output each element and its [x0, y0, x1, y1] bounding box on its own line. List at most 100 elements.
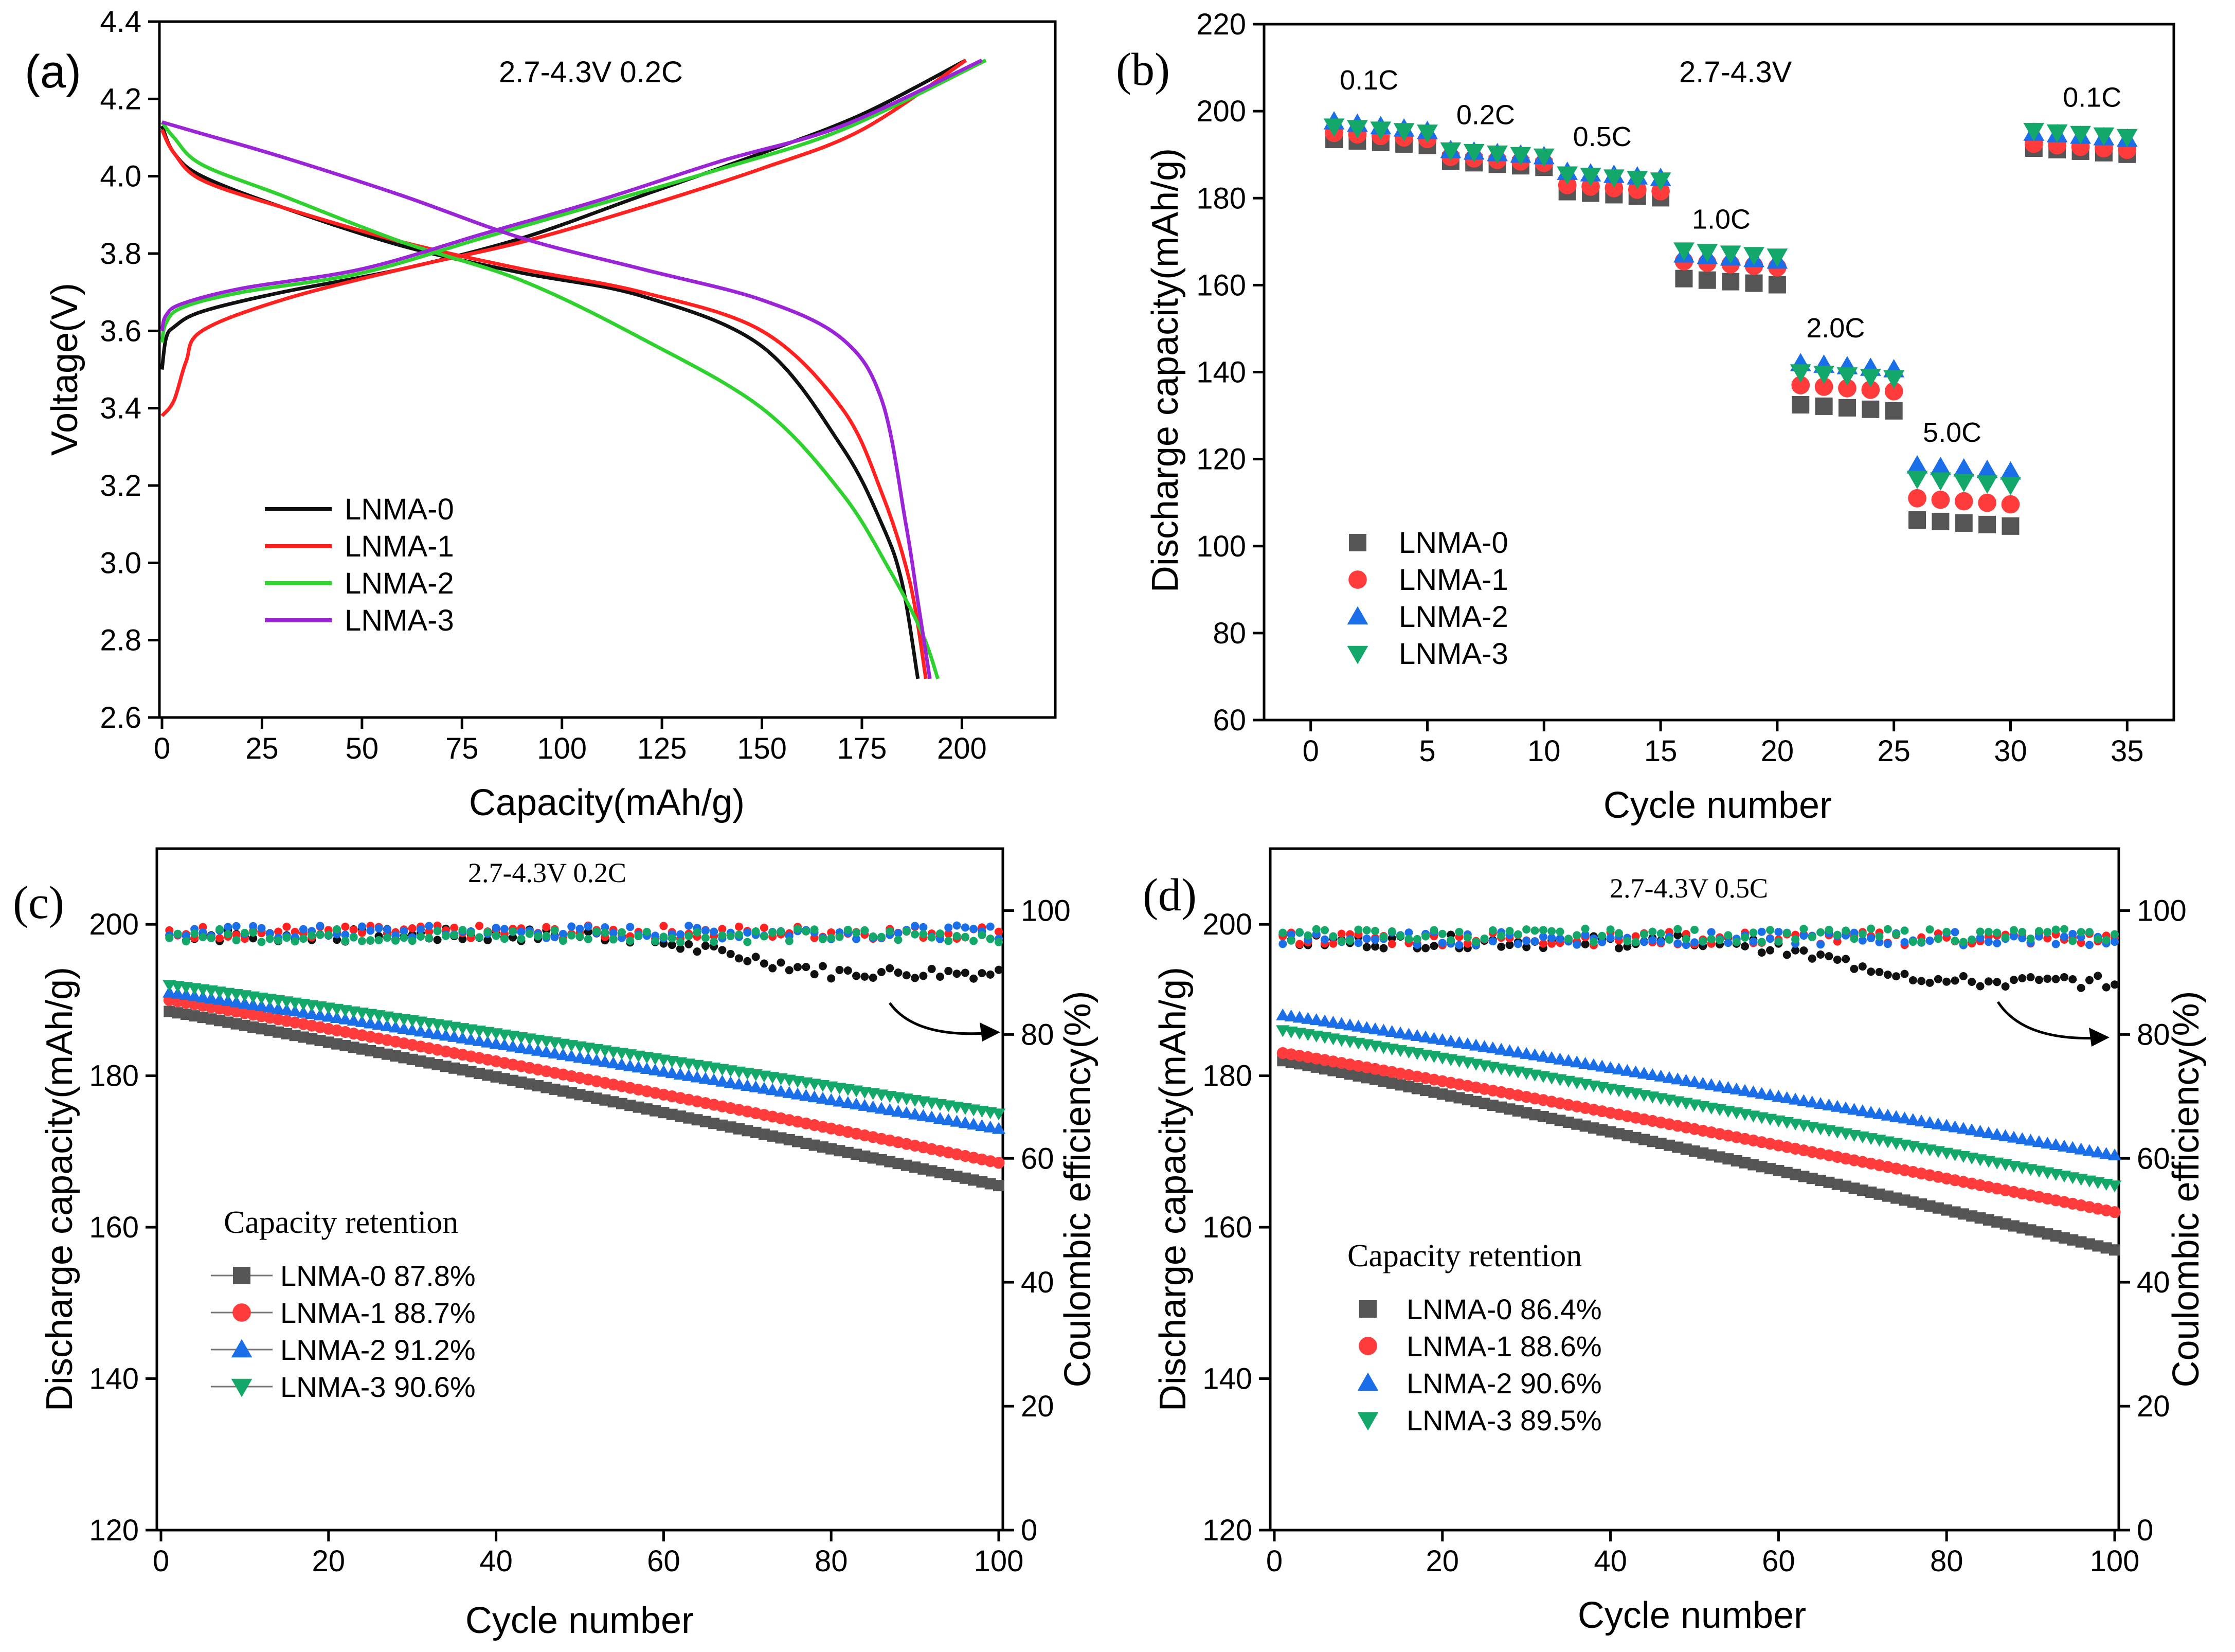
ce-point-lnma-3	[1741, 933, 1750, 942]
ce-point-lnma-3	[710, 938, 718, 946]
capacity-point-lnma-2	[648, 1063, 662, 1075]
capacity-point-lnma-2	[2107, 1148, 2122, 1161]
ce-point-lnma-1	[450, 923, 459, 932]
ytick-label: 200	[1202, 908, 1252, 941]
ce-point-lnma-0	[1816, 950, 1825, 959]
ce-point-lnma-3	[1488, 926, 1497, 935]
ce-point-lnma-3	[1716, 936, 1724, 944]
ce-point-lnma-1	[1547, 939, 1556, 948]
ce-point-lnma-2	[1488, 937, 1497, 946]
capacity-point-lnma-2	[1981, 1126, 1996, 1138]
ce-point-lnma-2	[374, 924, 383, 932]
ce-point-lnma-0	[1959, 972, 1968, 981]
capacity-point-lnma-2	[1729, 1082, 1743, 1094]
a-xtick-label: 175	[837, 732, 887, 765]
y2tick-label: 100	[1021, 894, 1071, 927]
ce-point-lnma-3	[843, 925, 852, 934]
xtick-label: 60	[647, 1545, 680, 1578]
b-point-lnma-1	[1605, 178, 1624, 197]
b-point-lnma-0	[1745, 274, 1763, 292]
ce-point-lnma-3	[1463, 933, 1472, 942]
xtick-label: 80	[1930, 1545, 1963, 1578]
ce-point-lnma-2	[1573, 940, 1581, 949]
ce-point-lnma-2	[316, 922, 325, 930]
ce-point-lnma-2	[232, 922, 241, 930]
xtick-label: 60	[1762, 1545, 1795, 1578]
b-ytick-label: 120	[1196, 443, 1246, 476]
ce-point-lnma-2	[517, 927, 526, 936]
ce-point-lnma-0	[693, 947, 701, 956]
ce-point-lnma-2	[2018, 934, 2027, 943]
capacity-point-lnma-2	[1738, 1084, 1752, 1096]
ce-point-lnma-0	[1387, 934, 1396, 943]
b-point-lnma-3	[1347, 120, 1368, 139]
ce-point-lnma-3	[1455, 927, 1464, 936]
ce-point-lnma-3	[416, 932, 425, 941]
ce-point-lnma-2	[609, 929, 618, 938]
plot-frame-c	[155, 847, 1004, 1532]
ce-point-lnma-3	[1665, 935, 1673, 944]
ce-point-lnma-3	[827, 933, 836, 942]
ce-point-lnma-0	[1892, 972, 1901, 981]
capacity-point-lnma-2	[2057, 1139, 2071, 1152]
b-point-lnma-1	[1651, 182, 1670, 201]
capacity-point-lnma-2	[1629, 1065, 1643, 1078]
ytick-label: 140	[89, 1362, 139, 1396]
ce-point-lnma-2	[2111, 938, 2119, 946]
capacity-point-lnma-2	[1402, 1028, 1416, 1040]
ce-point-lnma-2	[1371, 936, 1380, 944]
capacity-point-lnma-2	[1965, 1123, 1979, 1136]
legend-marker	[233, 1267, 250, 1284]
a-ytick-label: 2.6	[100, 701, 141, 734]
legend-marker	[1359, 1300, 1377, 1318]
capacity-point-lnma-2	[204, 992, 218, 1004]
ytick-label: 120	[1202, 1514, 1252, 1547]
capacity-point-lnma-2	[615, 1057, 629, 1070]
ce-point-lnma-3	[584, 935, 592, 943]
ce-point-lnma-0	[969, 974, 978, 983]
b-point-lnma-3	[1767, 248, 1788, 267]
ce-point-lnma-3	[1993, 928, 2002, 937]
capacity-point-lnma-2	[2015, 1132, 2029, 1144]
ce-point-lnma-3	[575, 932, 584, 941]
capacity-point-lnma-2	[958, 1116, 972, 1128]
capacity-point-lnma-2	[405, 1023, 419, 1035]
ce-point-lnma-0	[768, 964, 777, 973]
capacity-point-lnma-2	[623, 1059, 637, 1071]
ce-point-lnma-2	[575, 924, 584, 933]
plot-frame-a	[158, 20, 1057, 719]
ce-point-lnma-3	[2026, 934, 2035, 943]
capacity-point-lnma-2	[2024, 1134, 2038, 1146]
capacity-point-lnma-2	[690, 1070, 704, 1083]
ce-point-lnma-3	[215, 925, 224, 933]
ce-point-lnma-3	[785, 937, 794, 945]
c-ce-arrowhead	[980, 1022, 1000, 1042]
ce-point-lnma-2	[1354, 939, 1363, 947]
ce-point-lnma-3	[944, 937, 953, 945]
b-point-lnma-1	[1931, 490, 1950, 509]
y2tick-label: 80	[2137, 1018, 2170, 1051]
ce-point-lnma-3	[433, 927, 442, 936]
ce-point-lnma-3	[1321, 926, 1329, 935]
a-curve-lnma-1-discharge	[160, 129, 928, 679]
ce-point-lnma-0	[1908, 976, 1917, 984]
ce-point-lnma-0	[852, 972, 861, 980]
a-xtick-label: 0	[154, 732, 170, 765]
ce-point-lnma-0	[2077, 983, 2085, 992]
capacity-point-lnma-2	[330, 1011, 344, 1023]
ce-point-lnma-2	[1690, 938, 1699, 947]
ce-point-lnma-3	[1842, 926, 1850, 935]
d-panel-label: (d)	[1143, 870, 1197, 921]
ce-point-lnma-2	[1287, 930, 1295, 939]
ce-point-lnma-3	[2085, 928, 2094, 937]
ce-point-lnma-3	[726, 932, 735, 941]
ce-point-lnma-2	[584, 922, 592, 931]
capacity-point-lnma-2	[1469, 1038, 1483, 1051]
ce-point-lnma-3	[877, 932, 886, 941]
ce-point-lnma-1	[944, 929, 953, 938]
ce-point-lnma-3	[1480, 935, 1489, 943]
ce-point-lnma-2	[425, 922, 434, 930]
ce-point-lnma-3	[1917, 938, 1926, 946]
ce-point-lnma-0	[1867, 967, 1876, 976]
